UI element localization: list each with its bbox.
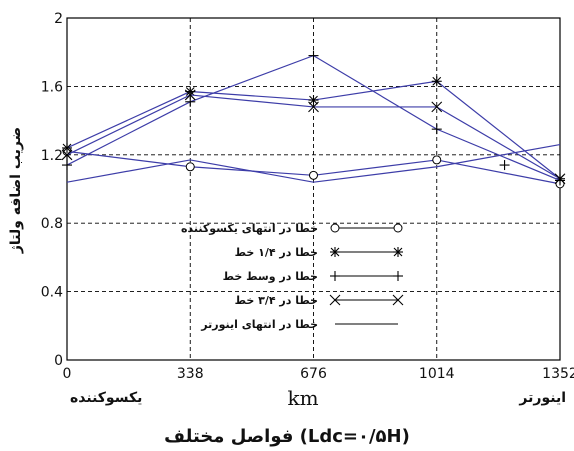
x-tick-label-3: 1014: [419, 366, 455, 382]
series-0-point-3: [432, 155, 442, 165]
series-line-4: [66, 143, 561, 183]
series-3-point-1: [184, 89, 196, 101]
series-1-point-0: [62, 142, 72, 153]
series-3-point-3: [431, 101, 443, 113]
series-2-point-2: [308, 50, 319, 61]
series-1-point-2: [308, 95, 319, 106]
legend-marker-end-1: [393, 247, 403, 257]
legend-marker-start-0: [330, 223, 340, 233]
plot-area-frame: [66, 17, 561, 361]
x-tick-label-4: 1352: [542, 366, 574, 382]
legend-marker-start-2: [330, 271, 340, 281]
y-tick-label-3: 1.2: [41, 148, 63, 164]
legend-marker-start-3: [329, 294, 341, 306]
y-tick-label-4: 1.6: [41, 79, 63, 95]
legend-marker-end-3: [392, 294, 404, 306]
extra-point-0: [499, 160, 510, 171]
x-tick-label-0: 0: [63, 366, 72, 382]
y-axis-label: ضریب اضافه ولتاژ: [8, 127, 24, 254]
series-0-point-1: [185, 162, 195, 172]
series-2-point-3: [431, 124, 442, 135]
legend-label-4: خطا در انتهای اینورتر: [200, 318, 318, 331]
y-tick-label-0: 0: [54, 353, 63, 369]
legend-marker-end-0: [393, 223, 403, 233]
series-3-point-2: [308, 101, 319, 113]
series-lines: [61, 50, 566, 189]
y-tick-label-2: 0.8: [41, 216, 63, 232]
legend-label-1: خطا در ۱/۴ خط: [235, 246, 318, 259]
series-2-point-4: [555, 175, 565, 186]
series-3-point-4: [554, 173, 566, 185]
y-axis-ticks: 0 0.4 0.8 1.2 1.6 2: [41, 11, 63, 369]
chart-caption: فواصل مختلف (Ldc=۰/۵H): [164, 426, 410, 447]
legend-label-0: خطا در انتهای یکسوکننده: [181, 222, 318, 235]
x-right-end-label: اینورتر: [518, 390, 566, 406]
y-tick-label-1: 0.4: [41, 285, 63, 301]
legend-marker-start-1: [330, 247, 340, 257]
series-0-point-2: [309, 170, 318, 180]
x-tick-label-1: 338: [177, 366, 204, 382]
x-tick-label-2: 676: [300, 366, 327, 382]
x-left-end-label: یکسوکننده: [70, 390, 142, 406]
legend-label-2: خطا در وسط خط: [223, 270, 318, 283]
series-2-point-0: [62, 160, 72, 171]
series-3-point-0: [61, 149, 73, 161]
legend-marker-end-2: [393, 271, 403, 281]
y-tick-label-5: 2: [54, 11, 63, 27]
x-axis-label: km: [287, 386, 318, 410]
x-axis-ticks: 0 338 676 1014 1352: [63, 366, 574, 382]
grid-lines: [67, 18, 560, 360]
legend-label-3: خطا در ۳/۴ خط: [235, 294, 318, 307]
legend: خطا در انتهای یکسوکننده خطا در ۱/۴ خط خطا …: [181, 222, 404, 331]
series-2-point-1: [185, 96, 196, 107]
series-1-point-3: [431, 76, 442, 87]
